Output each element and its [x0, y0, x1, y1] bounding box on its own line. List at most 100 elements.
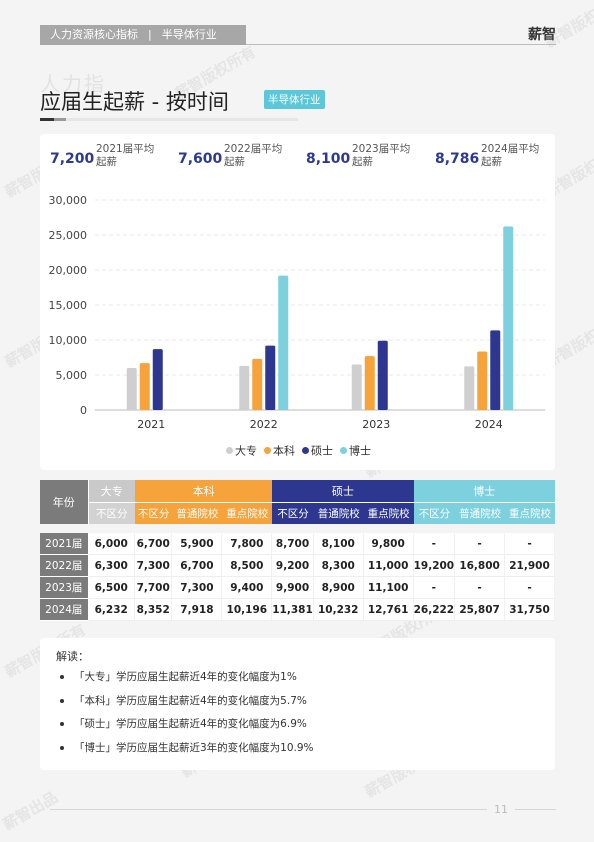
table-cell: 7,800	[222, 533, 273, 555]
table-cell: -	[413, 533, 456, 555]
header-divider: |	[148, 28, 152, 41]
industry-tag: 半导体行业	[264, 90, 325, 109]
legend-swatch-博士	[340, 447, 347, 454]
y-tick-label: 0	[80, 404, 87, 417]
table-header-year: 年份	[40, 480, 89, 524]
table-cell: 8,100	[313, 533, 364, 555]
sub-header: 不区分	[134, 503, 173, 524]
legend-label: 本科	[273, 444, 295, 458]
table-cell: -	[455, 533, 506, 555]
table-cell: 8,300	[313, 555, 364, 577]
table-cell: 7,918	[172, 599, 223, 621]
bar-大专-2021	[126, 368, 137, 410]
y-tick-label: 10,000	[49, 334, 88, 347]
row-year: 2023届	[40, 577, 89, 599]
y-tick-label: 25,000	[49, 229, 88, 242]
sub-header: 重点院校	[505, 503, 555, 524]
y-tick-label: 20,000	[49, 264, 88, 277]
table-cell: 5,900	[172, 533, 223, 555]
table-cell: 6,500	[88, 577, 135, 599]
table-cell: 12,761	[363, 599, 414, 621]
bar-博士-2024	[503, 226, 514, 410]
header-section-bar: 人力资源核心指标 | 半导体行业	[40, 25, 246, 45]
legend-swatch-本科	[264, 447, 271, 454]
interpretation-item: 「博士」学历应届生起薪近3年的变化幅度为10.9%	[60, 741, 314, 765]
interpretation-card: 解读： 「大专」学历应届生起薪近4年的变化幅度为1% 「本科」学历应届生起薪近4…	[40, 638, 555, 770]
legend-swatch-大专	[226, 447, 233, 454]
x-tick-label: 2024	[475, 418, 503, 431]
bar-博士-2022	[278, 275, 289, 410]
table-row: 2022届 6,300 7,300 6,700 8,500 9,200 8,300 11,00…	[40, 555, 555, 577]
x-tick-label: 2023	[362, 418, 390, 431]
bar-本科-2024	[477, 351, 488, 410]
group-header-boshi: 博士	[413, 480, 555, 504]
x-tick-label: 2022	[250, 418, 278, 431]
stat-label: 2022届平均起薪	[224, 143, 283, 168]
stat-2023: 8,100 2023届平均起薪	[306, 143, 434, 173]
header-section-label: 人力资源核心指标	[50, 28, 138, 41]
bar-大专-2024	[464, 366, 475, 410]
salary-table: 年份 大专 本科 硕士 博士 不区分 不区分 普通院校 重点院校 不区分 普通院…	[40, 480, 555, 621]
chart-card: 7,200 2021届平均起薪 7,600 2022届平均起薪 8,100 20…	[40, 134, 555, 470]
stat-label: 2023届平均起薪	[352, 143, 411, 168]
table-cell: 9,900	[272, 577, 314, 599]
interpretation-title: 解读：	[56, 650, 89, 663]
table-cell: -	[413, 577, 456, 599]
group-header-benke: 本科	[134, 480, 273, 504]
stat-2024: 8,786 2024届平均起薪	[435, 143, 563, 173]
bar-硕士-2023	[377, 340, 388, 410]
page-number: 11	[487, 803, 515, 816]
title-watermark: 人力指	[40, 72, 106, 96]
x-tick-label: 2021	[137, 418, 165, 431]
row-year: 2024届	[40, 599, 89, 621]
salary-bar-chart: 0 5,000 10,000 15,000 20,000 25,000 30,000 2021…	[49, 194, 545, 458]
title-underline	[40, 118, 298, 121]
interpretation-list: 「大专」学历应届生起薪近4年的变化幅度为1% 「本科」学历应届生起薪近4年的变化…	[60, 670, 314, 764]
table-cell: 8,352	[134, 599, 173, 621]
y-tick-label: 15,000	[49, 299, 88, 312]
table-cell: 10,232	[313, 599, 364, 621]
table-cell: 11,100	[363, 577, 414, 599]
stat-value: 8,786	[435, 151, 480, 167]
sub-header: 重点院校	[363, 503, 414, 524]
sub-header: 普通院校	[313, 503, 364, 524]
table-cell: 6,700	[134, 533, 173, 555]
stat-label: 2024届平均起薪	[481, 143, 540, 168]
sub-header: 普通院校	[455, 503, 506, 524]
bar-大专-2023	[351, 364, 362, 410]
table-cell: 6,232	[88, 599, 135, 621]
table-cell: 6,300	[88, 555, 135, 577]
interpretation-item: 「硕士」学历应届生起薪近4年的变化幅度为6.9%	[60, 717, 314, 741]
sub-header: 重点院校	[222, 503, 273, 524]
y-tick-label: 30,000	[49, 194, 88, 207]
table-cell: 11,000	[363, 555, 414, 577]
table-cell: 7,300	[134, 555, 173, 577]
bar-本科-2022	[252, 358, 263, 410]
table-row: 2023届 6,500 7,700 7,300 9,400 9,900 8,900 11,10…	[40, 577, 555, 599]
legend-swatch-硕士	[302, 447, 309, 454]
page-title: 应届生起薪 - 按时间	[40, 90, 229, 114]
bar-本科-2023	[364, 356, 375, 410]
sub-header: 不区分	[88, 503, 135, 524]
watermark: 薪智出品	[0, 788, 61, 834]
salary-table-card: 年份 大专 本科 硕士 博士 不区分 不区分 普通院校 重点院校 不区分 普通院…	[40, 480, 555, 628]
table-cell: 9,800	[363, 533, 414, 555]
footer-rule	[50, 809, 556, 810]
table-cell: 6,700	[172, 555, 223, 577]
table-cell: 21,900	[505, 555, 555, 577]
header-industry-label: 半导体行业	[161, 28, 217, 41]
table-cell: 7,300	[172, 577, 223, 599]
bar-硕士-2022	[265, 345, 276, 410]
y-tick-label: 5,000	[56, 369, 88, 382]
table-cell: -	[455, 577, 506, 599]
stat-value: 7,200	[50, 151, 95, 167]
stat-2021: 7,200 2021届平均起薪	[50, 143, 178, 173]
bar-大专-2022	[239, 365, 250, 410]
stat-2022: 7,600 2022届平均起薪	[178, 143, 306, 173]
stat-label: 2021届平均起薪	[96, 143, 155, 168]
table-cell: 26,222	[413, 599, 456, 621]
table-cell: 16,800	[455, 555, 506, 577]
table-cell: 7,700	[134, 577, 173, 599]
row-year: 2022届	[40, 555, 89, 577]
interpretation-item: 「本科」学历应届生起薪近4年的变化幅度为5.7%	[60, 694, 314, 718]
